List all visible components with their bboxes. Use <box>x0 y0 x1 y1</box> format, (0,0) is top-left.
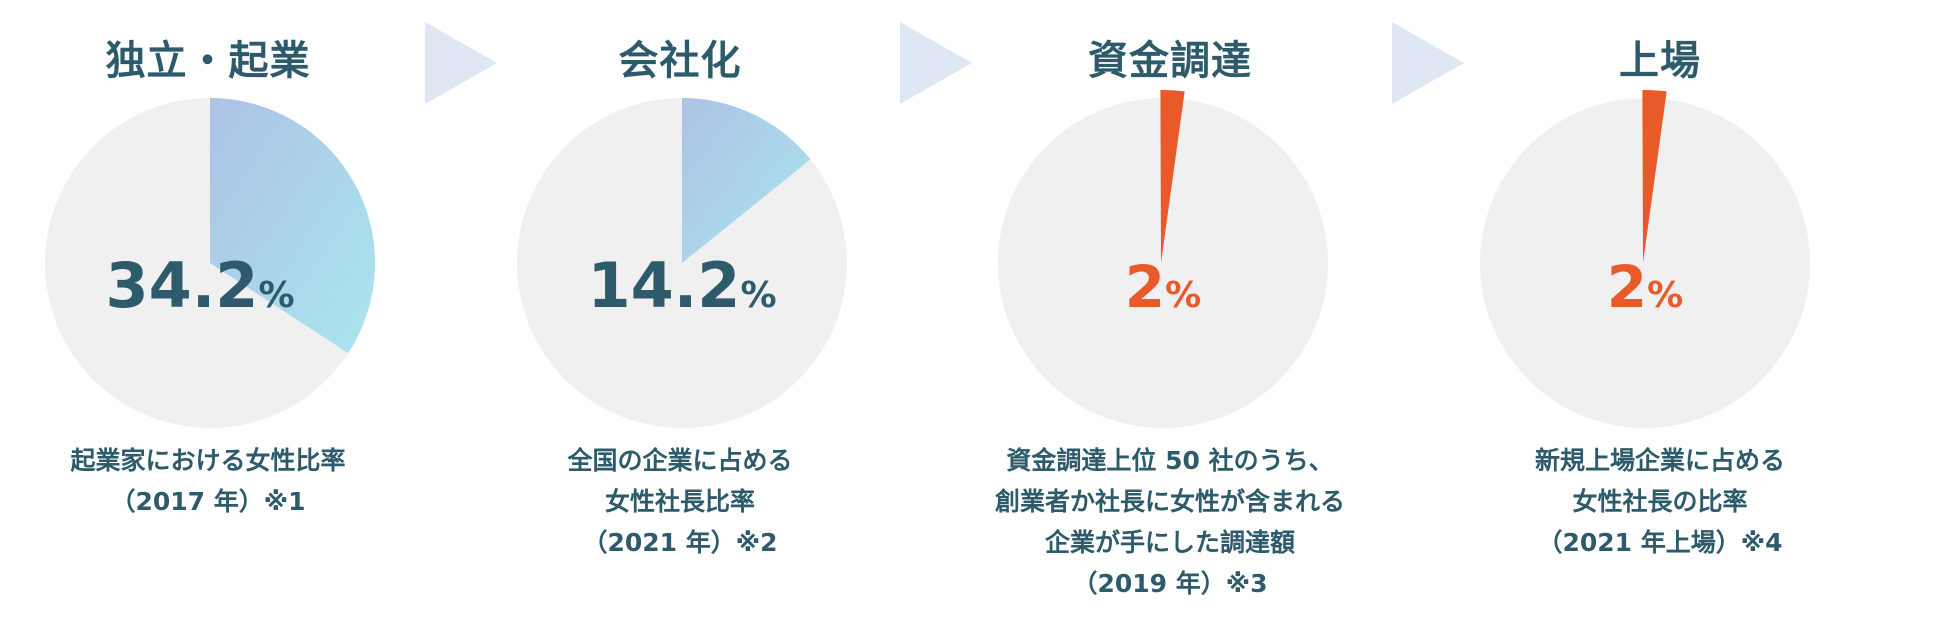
arrow-icon <box>425 22 497 104</box>
panel-title: 上場 <box>1619 38 1701 84</box>
pie-chart-1: 34.2% <box>45 98 375 428</box>
value-label: 2% <box>1607 253 1683 321</box>
panel-title: 資金調達 <box>1088 38 1252 84</box>
pie-chart-3: 2% <box>998 90 1328 428</box>
panel-title: 独立・起業 <box>105 38 311 84</box>
panel-title: 会社化 <box>618 38 742 84</box>
caption-line: （2019 年）※3 <box>1072 569 1268 598</box>
caption-line: （2021 年）※2 <box>582 528 778 557</box>
caption-line: 女性社長の比率 <box>1572 487 1748 516</box>
caption-line: 資金調達上位 50 社のうち、 <box>1006 446 1334 475</box>
caption-line: 女性社長比率 <box>604 487 755 516</box>
caption-line: 起業家における女性比率 <box>70 446 346 475</box>
caption-line: 全国の企業に占める <box>567 446 793 475</box>
panel-3: 資金調達 2% 資金調達上位 50 社のうち、 創業者か社長に女性が含まれる 企… <box>990 0 1350 627</box>
pie-slice-value <box>210 98 375 354</box>
arrow-icon <box>900 22 972 104</box>
panel-2: 会社化 14.2% 全国の企業に占める 女性社長比率 （2021 年）※2 <box>500 0 860 627</box>
pie-chart-2: 14.2% <box>517 98 847 428</box>
caption-line: （2021 年上場）※4 <box>1537 528 1783 557</box>
caption-line: 創業者か社長に女性が含まれる <box>994 487 1345 516</box>
panel-caption: 起業家における女性比率 （2017 年）※1 <box>0 440 428 522</box>
arrow-icon <box>1392 22 1464 104</box>
panel-caption: 資金調達上位 50 社のうち、 創業者か社長に女性が含まれる 企業が手にした調達… <box>950 440 1390 604</box>
panel-4: 上場 2% 新規上場企業に占める 女性社長の比率 （2021 年上場）※4 <box>1480 0 1840 627</box>
panel-caption: 新規上場企業に占める 女性社長の比率 （2021 年上場）※4 <box>1440 440 1880 563</box>
value-label: 14.2% <box>587 249 776 322</box>
pie-slice-value <box>682 98 811 263</box>
value-label: 34.2% <box>105 249 294 322</box>
pie-slice-value <box>1160 90 1185 264</box>
caption-line: 企業が手にした調達額 <box>1044 528 1295 557</box>
pie-slice-value <box>1642 90 1667 264</box>
panel-1: 独立・起業 34.2% 起業家における女性比率 （2017 年）※1 <box>28 0 388 627</box>
caption-line: 新規上場企業に占める <box>1534 446 1785 475</box>
value-label: 2% <box>1125 253 1201 321</box>
panel-caption: 全国の企業に占める 女性社長比率 （2021 年）※2 <box>460 440 900 563</box>
pie-chart-4: 2% <box>1480 90 1810 428</box>
caption-line: （2017 年）※1 <box>110 487 306 516</box>
pie-slice-remainder <box>998 98 1328 428</box>
pie-slice-remainder <box>1480 98 1810 428</box>
